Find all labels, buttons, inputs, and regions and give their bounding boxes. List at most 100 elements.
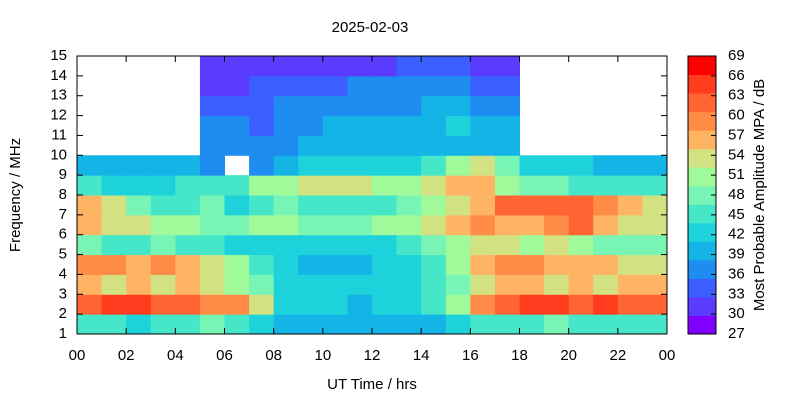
heat-cell: [322, 95, 348, 117]
heat-cell: [421, 135, 447, 156]
heat-cell: [617, 294, 643, 315]
heat-cell: [347, 195, 373, 216]
heat-cell: [150, 314, 176, 335]
colorbar-tick-label: 66: [728, 67, 745, 84]
x-tick-label: 04: [167, 347, 184, 364]
heat-cell: [273, 294, 299, 315]
heat-cell: [470, 195, 496, 216]
heat-cell: [199, 294, 225, 315]
heat-cell: [494, 115, 520, 136]
heat-cell: [199, 175, 225, 196]
chart-title: 2025-02-03: [332, 19, 409, 36]
heat-cell: [396, 234, 422, 256]
heat-cell: [642, 274, 668, 295]
heat-cell: [568, 175, 594, 196]
heat-cell: [224, 214, 250, 236]
heat-cell: [372, 214, 398, 236]
heat-cell: [544, 234, 570, 256]
heat-cell: [372, 234, 398, 256]
colorbar-band: [688, 148, 716, 168]
heat-cell: [150, 155, 176, 176]
heat-cell: [593, 234, 619, 256]
heat-cell: [273, 274, 299, 295]
heat-cell: [372, 115, 398, 136]
heat-cell: [101, 294, 127, 315]
heat-cell: [273, 56, 299, 77]
heat-cell: [347, 135, 373, 156]
heat-cell: [642, 175, 668, 196]
x-tick-label: 22: [609, 347, 626, 364]
heat-cell: [322, 56, 348, 77]
colorbar-tick-label: 27: [728, 325, 745, 342]
heat-cell: [101, 214, 127, 236]
heat-cell: [249, 254, 275, 275]
heat-cell: [568, 294, 594, 315]
heat-cell: [249, 234, 275, 256]
heat-cell: [396, 195, 422, 216]
colorbar-tick-label: 33: [728, 285, 745, 302]
x-tick-label: 16: [462, 347, 479, 364]
heat-cell: [224, 274, 250, 295]
heat-cell: [126, 314, 152, 335]
colorbar-tick-label: 48: [728, 186, 745, 203]
heat-cell: [175, 294, 201, 315]
heat-cell: [445, 135, 471, 156]
y-tick-label: 2: [59, 305, 67, 322]
y-tick-label: 5: [59, 246, 67, 263]
heat-cell: [593, 214, 619, 236]
x-tick-label: 20: [560, 347, 577, 364]
heat-cell: [77, 294, 103, 315]
colorbar-tick-label: 45: [728, 206, 745, 223]
heat-cell: [126, 274, 152, 295]
heat-cell: [77, 254, 103, 275]
heat-cell: [249, 155, 275, 176]
heat-cell: [445, 294, 471, 315]
heat-cell: [445, 274, 471, 295]
x-tick-label: 10: [314, 347, 331, 364]
y-tick-label: 6: [59, 226, 67, 243]
heat-cell: [372, 195, 398, 216]
heat-cell: [347, 294, 373, 315]
heat-cell: [224, 314, 250, 335]
heat-cell: [568, 155, 594, 176]
colorbar-band: [688, 296, 716, 316]
heat-cell: [470, 155, 496, 176]
heat-cell: [617, 254, 643, 275]
heat-cell: [617, 214, 643, 236]
colorbar-band: [688, 93, 716, 113]
heat-cell: [199, 254, 225, 275]
heat-cell: [224, 95, 250, 117]
heat-cell: [372, 75, 398, 97]
heat-cell: [445, 75, 471, 97]
heat-cell: [322, 214, 348, 236]
heat-cell: [494, 175, 520, 196]
heat-cell: [322, 135, 348, 156]
heat-cell: [298, 175, 324, 196]
heat-cell: [396, 294, 422, 315]
heat-cell: [199, 115, 225, 136]
heat-cell: [150, 274, 176, 295]
heat-cell: [593, 314, 619, 335]
heat-cell: [544, 294, 570, 315]
heat-cell: [298, 135, 324, 156]
heat-cell: [249, 314, 275, 335]
heat-cell: [199, 234, 225, 256]
heat-cell: [298, 254, 324, 275]
heat-cell: [347, 115, 373, 136]
heat-cell: [396, 115, 422, 136]
heat-cell: [322, 75, 348, 97]
heat-cell: [175, 214, 201, 236]
heat-cell: [249, 56, 275, 77]
heat-cell: [322, 254, 348, 275]
heat-cell: [445, 234, 471, 256]
heat-cell: [544, 195, 570, 216]
colorbar-tick-label: 60: [728, 107, 745, 124]
heat-cell: [150, 195, 176, 216]
heat-cell: [347, 175, 373, 196]
heat-cell: [273, 175, 299, 196]
heat-cell: [494, 95, 520, 117]
heat-cell: [322, 294, 348, 315]
heat-cell: [470, 274, 496, 295]
heat-cell: [150, 175, 176, 196]
